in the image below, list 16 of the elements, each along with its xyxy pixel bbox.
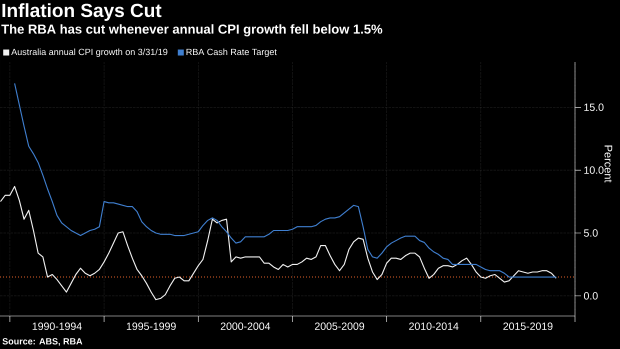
source-note: Source: ABS, RBA xyxy=(2,338,82,346)
legend-label: Australia annual CPI growth on 3/31/19 xyxy=(11,48,168,57)
y-tick-label: 0.0 xyxy=(584,292,598,300)
y-tick-label: 10.0 xyxy=(584,166,604,174)
x-tick-label: 2005-2009 xyxy=(314,322,364,330)
y-tick-label: 15.0 xyxy=(584,104,604,111)
y-axis-title: Percent xyxy=(604,146,612,182)
chart-subtitle: The RBA has cut whenever annual CPI growth fell below 1.5% xyxy=(1,24,382,36)
x-tick-label: 2015-2019 xyxy=(503,322,552,330)
legend-label: RBA Cash Rate Target xyxy=(186,48,277,57)
y-tick-label: 5.0 xyxy=(584,229,598,237)
x-tick-label: 2000-2004 xyxy=(220,322,270,330)
x-tick-label: 2010-2014 xyxy=(409,322,459,330)
chart-title: Inflation Says Cut xyxy=(2,3,162,21)
x-tick-label: 1990-1994 xyxy=(32,322,82,330)
x-tick-label: 1995-1999 xyxy=(126,322,176,330)
